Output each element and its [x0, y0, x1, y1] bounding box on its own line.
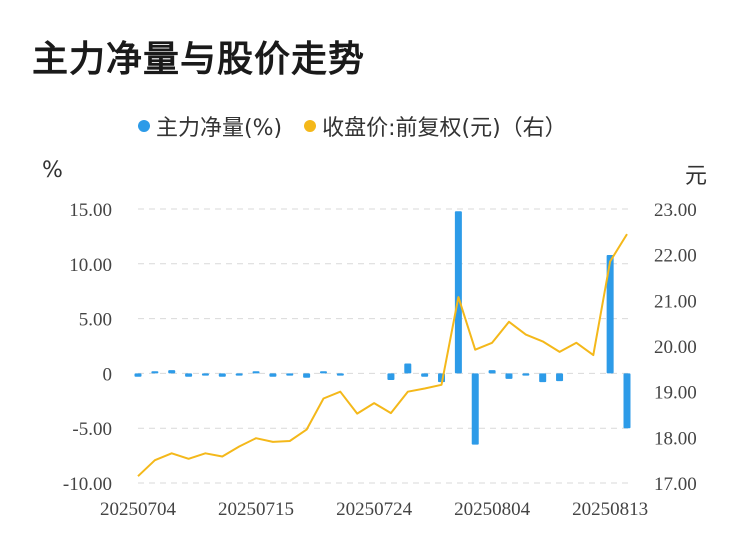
y-right-tick-label: 20.00: [654, 337, 697, 358]
legend-net-label: 主力净量(%): [156, 116, 283, 141]
net-bar: [488, 370, 496, 374]
y-right-tick-label: 18.00: [654, 428, 697, 449]
legend-net-marker: [138, 120, 150, 132]
y-right-tick-label: 17.00: [654, 474, 697, 495]
net-bar: [269, 373, 277, 377]
chart-legend: 主力净量(%) 收盘价:前复权(元)（右）: [138, 110, 589, 142]
net-bar: [336, 373, 344, 376]
x-tick-label: 20250724: [336, 499, 413, 520]
y-right-tick-label: 19.00: [654, 383, 697, 404]
net-bar: [387, 373, 395, 380]
y-left-tick-label: 15.00: [69, 200, 112, 221]
y-right-tick-label: 21.00: [654, 291, 697, 312]
x-tick-label: 20250715: [218, 499, 294, 520]
legend-price-label: 收盘价:前复权(元)（右）: [322, 116, 567, 141]
net-bar: [505, 373, 513, 379]
y-left-tick-label: 10.00: [69, 255, 112, 276]
net-bar: [151, 371, 159, 374]
net-bar: [421, 373, 429, 377]
right-axis-unit: 元: [685, 164, 708, 189]
net-bar: [556, 373, 564, 382]
y-left-tick-label: 5.00: [79, 310, 112, 331]
x-tick-label: 20250813: [572, 499, 648, 520]
left-axis-unit: %: [42, 158, 63, 183]
net-bar: [201, 373, 209, 376]
net-bar: [606, 255, 614, 374]
net-bar: [522, 373, 530, 376]
net-bar: [218, 373, 226, 377]
net-bar: [471, 373, 479, 445]
y-left-tick-label: -10.00: [63, 474, 112, 495]
net-bar: [286, 373, 294, 376]
net-bar: [168, 370, 176, 374]
x-tick-label: 20250704: [100, 499, 177, 520]
y-right-tick-label: 23.00: [654, 200, 697, 221]
net-bar: [303, 373, 311, 378]
price-line: [137, 233, 628, 477]
net-bar: [252, 371, 260, 374]
chart-title: 主力净量与股价走势: [32, 39, 366, 80]
y-left-tick-label: 0: [103, 364, 113, 385]
net-bar: [454, 211, 462, 374]
y-left-tick-label: -5.00: [72, 419, 112, 440]
net-bar: [623, 373, 631, 429]
legend-item-price[interactable]: 收盘价:前复权(元)（右）: [304, 110, 567, 142]
net-bar: [319, 371, 327, 374]
legend-item-net[interactable]: 主力净量(%): [138, 110, 282, 142]
net-bar: [404, 363, 412, 374]
y-right-tick-label: 22.00: [654, 246, 697, 267]
net-bar: [134, 373, 142, 377]
net-bar: [185, 373, 193, 377]
net-bar: [539, 373, 547, 383]
legend-price-marker: [304, 120, 317, 132]
net-bar: [235, 373, 243, 376]
x-tick-label: 20250804: [454, 499, 531, 520]
